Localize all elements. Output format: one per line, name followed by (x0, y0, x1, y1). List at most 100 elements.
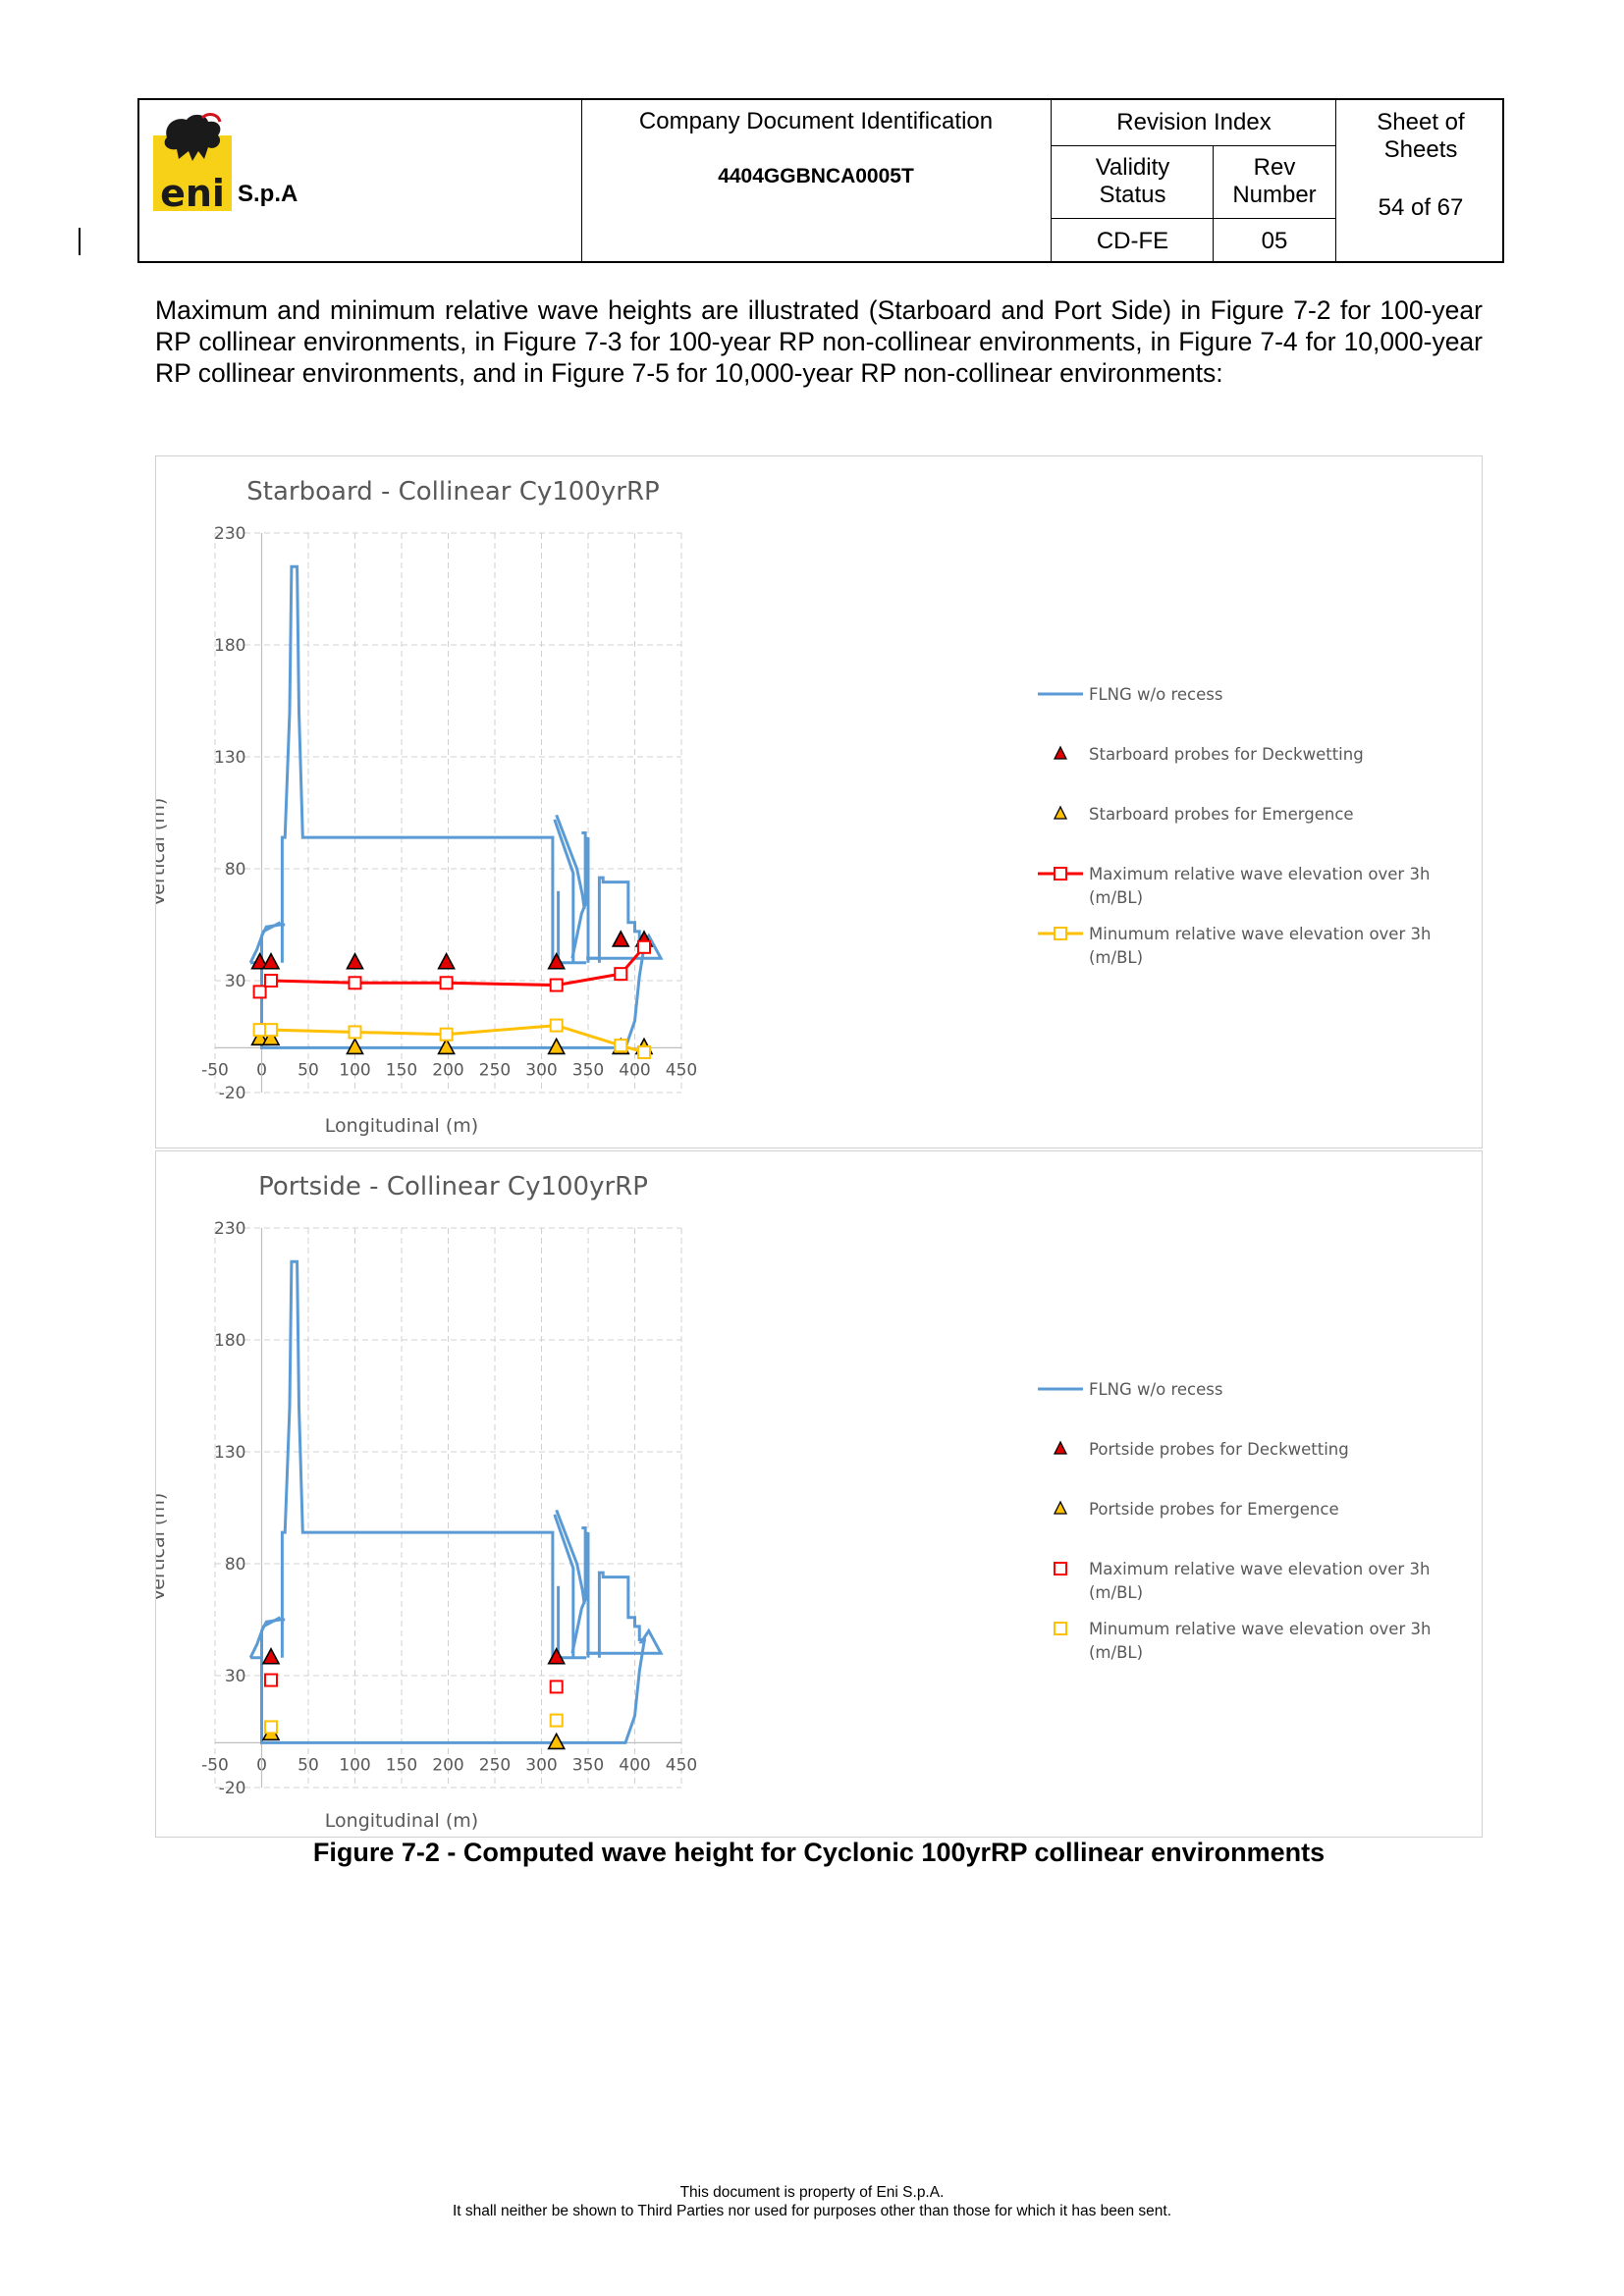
y-tick-label: -20 (219, 1084, 246, 1103)
legend-label: (m/BL) (1089, 888, 1143, 907)
legend-label: Minumum relative wave elevation over 3h (1089, 1620, 1431, 1638)
header-divider (1213, 145, 1214, 261)
legend-swatch (1053, 745, 1068, 760)
header-divider (1051, 100, 1052, 261)
probe-marker (437, 952, 456, 970)
rev-number-label: Rev Number (1232, 154, 1317, 208)
x-tick-label: 350 (572, 1060, 604, 1080)
probe-marker (261, 952, 281, 970)
probe-marker (547, 1732, 567, 1750)
hull-line (250, 1259, 587, 1660)
header-divider (581, 100, 582, 261)
legend-label: Maximum relative wave elevation over 3h (1089, 1560, 1430, 1578)
x-tick-label: 450 (666, 1755, 697, 1775)
wave-marker (348, 976, 362, 990)
x-tick-label: 200 (432, 1755, 463, 1775)
footer-line-2: It shall neither be shown to Third Parti… (452, 2203, 1172, 2219)
x-tick-label: 250 (479, 1755, 511, 1775)
legend-swatch (1053, 805, 1068, 820)
legend-swatch (1054, 1562, 1067, 1575)
doc-id-label: Company Document Identification (638, 108, 994, 134)
y-tick-label: 180 (214, 636, 245, 656)
header-divider (1335, 100, 1336, 261)
wave-marker (637, 939, 651, 954)
legend-swatch (1053, 1440, 1068, 1455)
legend-label: (m/BL) (1089, 1583, 1143, 1602)
y-tick-label: -20 (219, 1779, 246, 1798)
legend-label: FLNG w/o recess (1089, 685, 1222, 704)
sheet-value: 54 of 67 (1378, 194, 1464, 221)
hull-line (570, 831, 587, 959)
body-paragraph: Maximum and minimum relative wave height… (155, 295, 1483, 388)
y-tick-label: 180 (214, 1331, 245, 1351)
wave-marker (549, 1713, 564, 1728)
hull-line (597, 876, 646, 963)
hull-line (555, 814, 586, 910)
document-header: eni S.p.A Company Document Identificatio… (137, 98, 1504, 263)
legend-label: (m/BL) (1089, 948, 1143, 967)
legend-swatch (1054, 867, 1067, 881)
text-cursor (79, 228, 81, 255)
wave-marker (439, 1027, 454, 1041)
hull-line (570, 1526, 587, 1654)
x-tick-label: 50 (298, 1755, 319, 1775)
x-tick-label: 300 (525, 1755, 557, 1775)
x-tick-label: 150 (386, 1060, 417, 1080)
probe-marker (346, 1037, 364, 1055)
hull-line (553, 819, 575, 963)
y-tick-label: 80 (225, 860, 246, 880)
hull-outline (248, 564, 664, 1049)
legend-label: (m/BL) (1089, 1643, 1143, 1662)
company-suffix: S.p.A (238, 181, 298, 207)
wave-marker (264, 974, 278, 988)
x-tick-label: 150 (386, 1755, 417, 1775)
chart-title: Starboard - Collinear Cy100yrRP (246, 477, 659, 507)
legend-swatch (1054, 1622, 1067, 1635)
hull-line (597, 1571, 646, 1658)
revision-index-label: Revision Index (1116, 109, 1272, 135)
chart-starboard: Starboard - Collinear Cy100yrRP-50 0 50 100… (147, 477, 1431, 1137)
hull-line (584, 836, 590, 963)
x-tick-label: -50 (201, 1755, 229, 1775)
wave-marker (264, 1720, 278, 1735)
x-axis-label: Longitudinal (m) (325, 1810, 478, 1832)
probe-marker (547, 1647, 567, 1665)
x-tick-label: 50 (298, 1060, 319, 1080)
x-tick-label: 100 (339, 1755, 370, 1775)
legend-label: Portside probes for Deckwetting (1089, 1440, 1349, 1459)
y-tick-label: 230 (214, 1219, 245, 1239)
chart-legend: FLNG w/o recess Portside probes for Deckw… (1038, 1380, 1431, 1662)
hull-line (553, 1514, 575, 1658)
sheet-label: Sheet of Sheets (1377, 109, 1465, 163)
wave-marker (252, 1023, 267, 1038)
hull-line (584, 1531, 590, 1658)
legend-swatch (1054, 927, 1067, 940)
legend-label: Starboard probes for Deckwetting (1089, 745, 1364, 764)
probe-marker (250, 1028, 269, 1046)
x-axis-label: Longitudinal (m) (325, 1115, 478, 1137)
y-tick-label: 30 (225, 972, 246, 991)
wave-marker (549, 978, 564, 992)
hull-line (248, 1616, 282, 1659)
wave-marker (348, 1025, 362, 1040)
y-axis-label: Vertical (m) (156, 798, 169, 907)
wave-marker (614, 967, 628, 982)
x-tick-label: 350 (572, 1755, 604, 1775)
header-divider (1051, 145, 1335, 146)
y-tick-label: 230 (214, 524, 245, 544)
y-tick-label: 130 (214, 748, 245, 768)
y-tick-label: 80 (225, 1555, 246, 1575)
probe-marker (437, 1037, 456, 1055)
probe-marker (547, 952, 567, 970)
wave-marker (252, 985, 267, 999)
x-tick-label: 450 (666, 1060, 697, 1080)
rev-number: 05 (1261, 228, 1288, 254)
legend-label: Minumum relative wave elevation over 3h (1089, 925, 1431, 943)
x-tick-label: 100 (339, 1060, 370, 1080)
doc-id: 4404GGBNCA0005T (718, 165, 914, 187)
y-tick-label: 130 (214, 1443, 245, 1463)
eni-logo: eni (153, 113, 232, 211)
legend-label: Starboard probes for Emergence (1089, 805, 1354, 824)
wave-marker (614, 1039, 628, 1053)
chart-portside-frame: Portside - Collinear Cy100yrRP -50 0 50 100 1… (147, 1150, 1483, 1838)
